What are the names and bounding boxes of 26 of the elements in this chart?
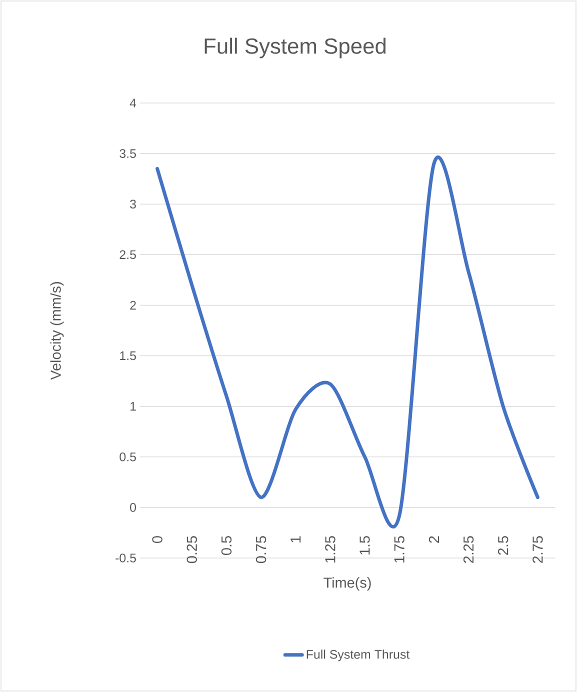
y-tick-label: 2 [130, 300, 136, 310]
x-tick-label: 1 [290, 536, 301, 542]
y-tick-label: 0 [130, 503, 136, 512]
y-tick-label: 2.5 [120, 250, 136, 260]
y-tick-label: 1 [130, 402, 136, 411]
x-axis-title: Time(s) [324, 577, 371, 591]
y-tick-label: 3.5 [120, 149, 136, 158]
x-tick-label: 1.5 [360, 536, 370, 554]
chart-title: Full System Speed [204, 38, 386, 58]
legend-label: Full System Thrust [306, 650, 410, 662]
y-axis-title: Velocity (mm/s) [50, 282, 64, 380]
x-tick-label: 2.5 [498, 536, 508, 555]
x-tick-label: 0.25 [186, 536, 197, 564]
y-tick-label: 3 [130, 200, 136, 209]
x-tick-label: 0.75 [256, 536, 266, 564]
x-tick-label: 0.5 [221, 536, 232, 556]
y-tick-label: 4 [130, 98, 136, 108]
x-tick-label: 0 [152, 536, 162, 543]
x-tick-label: 1.75 [394, 536, 404, 563]
x-tick-label: 2.25 [463, 536, 474, 563]
x-tick-label: 2 [428, 536, 439, 543]
x-tick-label: 1.25 [325, 536, 336, 563]
y-tick-label: 1.5 [120, 351, 136, 360]
y-tick-label: -0.5 [116, 554, 136, 562]
y-tick-label: 0.5 [120, 452, 136, 462]
x-tick-label: 2.75 [532, 536, 543, 563]
